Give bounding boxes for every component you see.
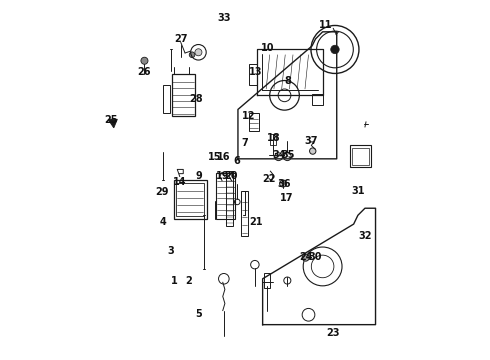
Circle shape	[302, 254, 309, 261]
Text: 14: 14	[173, 177, 187, 187]
Text: 5: 5	[195, 309, 202, 319]
Text: 33: 33	[217, 13, 231, 23]
Text: 3: 3	[168, 246, 174, 256]
Text: 24: 24	[299, 252, 313, 262]
Text: 28: 28	[189, 94, 202, 104]
Text: 31: 31	[351, 186, 365, 195]
Text: 34: 34	[272, 150, 286, 160]
Text: 9: 9	[196, 171, 202, 181]
Text: 19: 19	[217, 171, 230, 181]
Bar	[242, 190, 248, 237]
Bar	[225, 171, 233, 226]
Bar	[248, 64, 257, 85]
Bar	[351, 148, 369, 165]
Text: 27: 27	[174, 34, 188, 44]
Text: 8: 8	[284, 76, 291, 86]
Bar	[163, 85, 170, 113]
Bar	[248, 113, 259, 131]
Text: 11: 11	[319, 20, 333, 30]
Text: 29: 29	[155, 187, 169, 197]
Circle shape	[141, 57, 148, 64]
Bar	[176, 183, 204, 216]
Text: 25: 25	[104, 115, 118, 125]
Text: 36: 36	[277, 179, 291, 189]
Bar	[174, 180, 207, 219]
Text: 18: 18	[267, 133, 281, 143]
Text: 6: 6	[234, 156, 241, 166]
Text: 15: 15	[208, 152, 222, 162]
Text: 10: 10	[261, 43, 274, 53]
Bar	[265, 274, 270, 288]
Text: 2: 2	[185, 275, 192, 285]
Text: 26: 26	[138, 67, 151, 77]
Bar	[216, 173, 236, 219]
Circle shape	[310, 148, 316, 154]
Text: 20: 20	[224, 171, 238, 181]
Text: 16: 16	[217, 152, 231, 162]
Text: 32: 32	[358, 231, 372, 242]
Text: 37: 37	[305, 136, 318, 146]
Text: 4: 4	[160, 217, 167, 227]
Text: 17: 17	[280, 193, 294, 203]
Text: 1: 1	[171, 275, 178, 285]
Bar	[172, 74, 195, 117]
Text: 35: 35	[281, 150, 295, 160]
Bar	[270, 134, 276, 145]
Circle shape	[331, 45, 339, 54]
Polygon shape	[108, 119, 117, 128]
Text: 7: 7	[242, 138, 248, 148]
Text: 23: 23	[326, 328, 340, 338]
Text: 13: 13	[249, 67, 262, 77]
Text: 21: 21	[249, 217, 262, 227]
Circle shape	[189, 52, 195, 58]
Circle shape	[195, 49, 202, 56]
Text: 12: 12	[242, 112, 255, 121]
Text: 22: 22	[262, 174, 276, 184]
Bar	[312, 94, 323, 105]
Circle shape	[280, 180, 287, 187]
Bar	[350, 145, 370, 167]
Text: 30: 30	[309, 252, 322, 262]
